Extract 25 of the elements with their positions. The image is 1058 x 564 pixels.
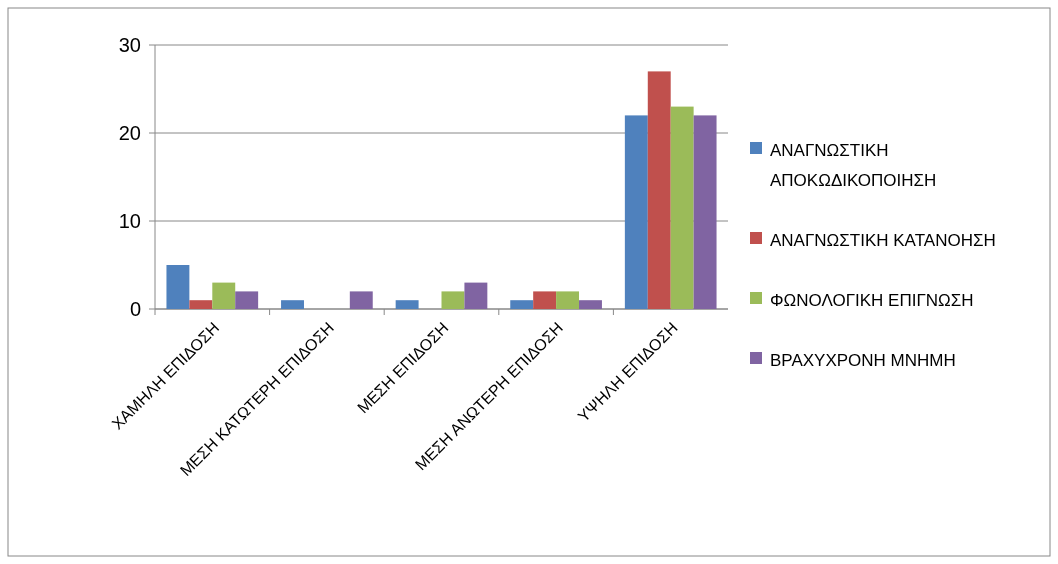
- legend-label: ΦΩΝΟΛΟΓΙΚΗ ΕΠΙΓΝΩΣΗ: [770, 290, 974, 310]
- legend-label: ΒΡΑΧΥΧΡΟΝΗ ΜΝΗΜΗ: [770, 350, 956, 370]
- bar: [189, 300, 213, 309]
- bar: [281, 300, 304, 309]
- legend-label: ΑΝΑΓΝΩΣΤΙΚΗ ΑΠΟΚΩΔΙΚΟΠΟΙΗΣΗ: [770, 140, 937, 190]
- bar: [556, 291, 580, 309]
- y-tick-label: 20: [118, 122, 141, 144]
- y-tick-label: 0: [129, 298, 141, 320]
- bar: [693, 115, 717, 309]
- bar: [464, 282, 488, 309]
- bar: [441, 291, 465, 309]
- legend-label: ΑΝΑΓΝΩΣΤΙΚΗ ΚΑΤΑΝΟΗΣΗ: [770, 230, 996, 250]
- bar: [647, 71, 671, 309]
- bar: [166, 265, 190, 309]
- bar: [533, 291, 557, 309]
- y-tick-label: 30: [118, 34, 141, 56]
- bar: [510, 300, 534, 309]
- bar: [579, 300, 602, 309]
- bar: [395, 300, 419, 309]
- bar: [349, 291, 373, 309]
- bar: [624, 115, 648, 309]
- y-tick-label: 10: [118, 210, 141, 232]
- bar: [235, 291, 259, 309]
- bar: [670, 106, 694, 309]
- bar: [212, 282, 236, 309]
